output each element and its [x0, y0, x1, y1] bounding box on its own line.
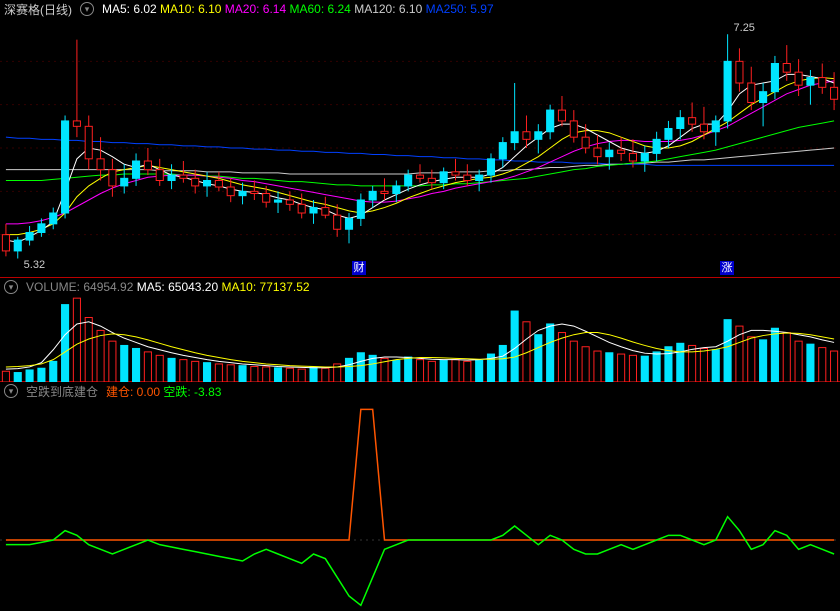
volume-chart[interactable] — [0, 296, 840, 382]
collapse-icon[interactable]: ▾ — [80, 2, 94, 16]
ma-label: MA10: 6.10 — [160, 2, 221, 16]
indicator-chart[interactable] — [0, 400, 840, 610]
ma-label: MA120: 6.10 — [354, 2, 422, 16]
ma-label: 空跌: -3.83 — [163, 385, 221, 399]
ma-label: MA20: 6.14 — [225, 2, 286, 16]
ma-label: MA250: 5.97 — [426, 2, 494, 16]
candlestick-panel: 深赛格(日线) ▾ MA5: 6.02 MA10: 6.10 MA20: 6.1… — [0, 0, 840, 278]
candlestick-chart[interactable] — [0, 18, 840, 278]
ma-label: MA5: 65043.20 — [137, 280, 218, 294]
event-marker[interactable]: 涨 — [720, 261, 734, 275]
low-price-label: 5.32 — [24, 259, 45, 271]
collapse-icon[interactable]: ▾ — [4, 280, 18, 294]
main-header: 深赛格(日线) ▾ MA5: 6.02 MA10: 6.10 MA20: 6.1… — [0, 0, 840, 18]
event-marker[interactable]: 财 — [352, 261, 366, 275]
ma-label: MA5: 6.02 — [102, 2, 157, 16]
ma-label: VOLUME: 64954.92 — [26, 280, 133, 294]
collapse-icon[interactable]: ▾ — [4, 384, 18, 398]
indicator-title: 空跌到底建仓 — [26, 383, 98, 400]
stock-title: 深赛格(日线) — [4, 1, 72, 18]
indicator-header: ▾ 空跌到底建仓 建仓: 0.00 空跌: -3.83 — [0, 382, 840, 400]
ma-label: 建仓: 0.00 — [106, 385, 160, 399]
volume-panel: ▾ VOLUME: 64954.92 MA5: 65043.20 MA10: 7… — [0, 278, 840, 382]
ma-label: MA10: 77137.52 — [222, 280, 310, 294]
indicator-panel: ▾ 空跌到底建仓 建仓: 0.00 空跌: -3.83 — [0, 382, 840, 610]
high-price-label: 7.25 — [734, 22, 755, 34]
ma-label: MA60: 6.24 — [289, 2, 350, 16]
volume-header: ▾ VOLUME: 64954.92 MA5: 65043.20 MA10: 7… — [0, 278, 840, 296]
